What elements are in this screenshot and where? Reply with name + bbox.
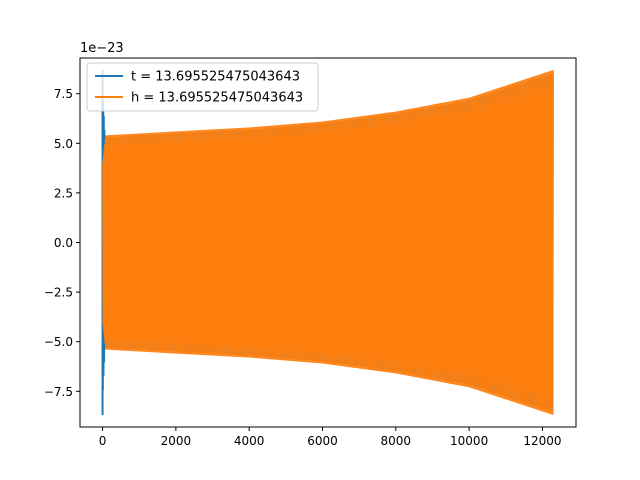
legend-label: h = 13.695525475043643 [131, 91, 303, 106]
y-offset-text: 1e−23 [80, 41, 124, 56]
x-tick-label: 0 [99, 434, 107, 448]
x-tick-label: 12000 [523, 434, 561, 448]
x-tick-label: 4000 [234, 434, 265, 448]
y-tick-label: 5.0 [54, 137, 73, 151]
legend-box [86, 62, 319, 112]
legend: t = 13.695525475043643 h = 13.69552547504… [86, 62, 319, 112]
x-tick-label: 6000 [307, 434, 338, 448]
y-tick-label: 0.0 [54, 236, 73, 250]
y-tick-label: 7.5 [54, 87, 73, 101]
x-tick-label: 10000 [450, 434, 488, 448]
y-tick-label: −7.5 [44, 385, 73, 399]
legend-label: t = 13.695525475043643 [131, 70, 300, 85]
y-tick-label: −2.5 [44, 286, 73, 300]
y-tick-label: −5.0 [44, 335, 73, 349]
plot-area [101, 69, 554, 416]
x-tick-label: 2000 [161, 434, 192, 448]
y-tick-label: 2.5 [54, 186, 73, 200]
x-axis: 0 2000 4000 6000 8000 10000 12000 [99, 427, 562, 448]
series-h [102, 69, 554, 415]
y-axis: −7.5 −5.0 −2.5 0.0 2.5 5.0 7.5 [44, 87, 80, 399]
x-tick-label: 8000 [381, 434, 412, 448]
series-line [102, 69, 554, 415]
